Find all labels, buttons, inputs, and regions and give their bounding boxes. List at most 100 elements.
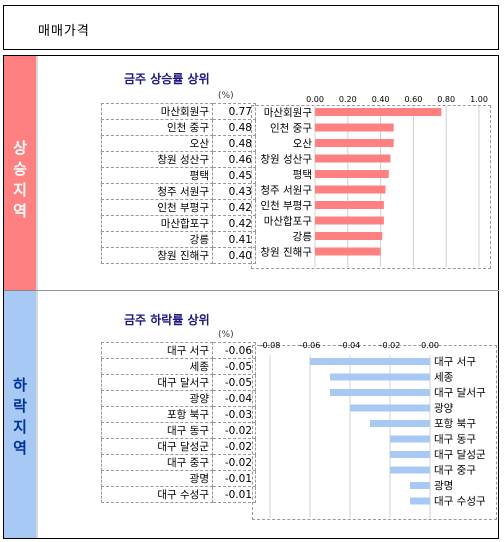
falling-label-char: 하 bbox=[13, 376, 27, 394]
rising-category-label: 마산합포구 bbox=[264, 216, 313, 228]
falling-section-title: 금주 하락률 상위 bbox=[124, 313, 210, 327]
falling-table-row: 대구 수성구 -0.01 bbox=[101, 486, 256, 503]
rising-chart-frame bbox=[251, 105, 491, 269]
falling-category-label: 대구 수성구 bbox=[434, 496, 486, 508]
rising-region-value: 0.42 bbox=[212, 215, 256, 232]
falling-bar bbox=[390, 435, 430, 443]
falling-chart-frame bbox=[252, 345, 497, 520]
rising-unit-label: (%) bbox=[218, 91, 234, 101]
rising-table-row: 청주 서원구 0.43 bbox=[101, 183, 256, 200]
falling-tick-label: -0.04 bbox=[340, 341, 361, 350]
rising-bar bbox=[315, 108, 442, 116]
rising-table-row: 마산합포구 0.42 bbox=[101, 215, 256, 232]
rising-section-title: 금주 상승률 상위 bbox=[124, 72, 210, 86]
rising-region-label: 상 승 지 역 bbox=[4, 138, 36, 222]
rising-region-value: 0.45 bbox=[212, 167, 256, 184]
rising-category-label: 오산 bbox=[293, 138, 313, 150]
falling-region-value: -0.02 bbox=[212, 454, 256, 471]
rising-region-name: 창원 성산구 bbox=[101, 151, 213, 168]
rising-bar bbox=[315, 216, 384, 225]
rising-category-label: 평택 bbox=[293, 169, 312, 181]
rising-category-label: 창원 진해구 bbox=[260, 246, 312, 259]
falling-category-label: 광양 bbox=[434, 403, 454, 415]
page-title: 매매가격 bbox=[38, 24, 90, 39]
rising-bar bbox=[315, 154, 391, 163]
rising-region-name: 청주 서원구 bbox=[101, 183, 213, 200]
rising-tick-label: 1.00 bbox=[470, 95, 488, 104]
falling-unit-label: (%) bbox=[218, 330, 234, 340]
falling-bar bbox=[390, 466, 430, 474]
rising-region-name: 마산합포구 bbox=[101, 215, 213, 232]
falling-bar bbox=[330, 373, 430, 381]
rising-region-name: 오산 bbox=[101, 135, 213, 152]
rising-bar bbox=[315, 139, 394, 147]
falling-table-row: 대구 동구 -0.02 bbox=[101, 422, 256, 439]
rising-table-row: 창원 진해구 0.40 bbox=[101, 247, 256, 264]
falling-region-value: -0.05 bbox=[212, 358, 256, 375]
falling-table-row: 대구 달성군 -0.02 bbox=[101, 438, 256, 455]
rising-tick-label: 0.40 bbox=[372, 95, 390, 104]
falling-category-label: 대구 달성군 bbox=[434, 449, 486, 461]
rising-table-row: 창원 성산구 0.46 bbox=[101, 151, 256, 168]
rising-tick-label: 0.00 bbox=[306, 95, 324, 104]
rising-region-name: 평택 bbox=[101, 167, 213, 184]
falling-region-name: 대구 달성군 bbox=[101, 438, 213, 455]
falling-region-name: 대구 달서구 bbox=[101, 374, 213, 391]
rising-category-label: 마산회원구 bbox=[264, 107, 313, 119]
falling-label-char: 락 bbox=[13, 397, 27, 415]
rising-region-value: 0.77 bbox=[212, 103, 256, 120]
rising-label-char: 승 bbox=[13, 160, 27, 178]
falling-tick-label: 0.00 bbox=[421, 341, 439, 350]
rising-table-row: 인천 중구 0.48 bbox=[101, 119, 256, 136]
falling-region-value: -0.06 bbox=[212, 342, 256, 359]
rising-category-label: 청주 서원구 bbox=[260, 185, 312, 197]
falling-table-row: 대구 달서구 -0.05 bbox=[101, 374, 256, 391]
rising-bar bbox=[315, 123, 394, 132]
falling-bar bbox=[390, 451, 430, 458]
header-box: 매매가격 bbox=[3, 5, 499, 50]
falling-bar bbox=[410, 482, 430, 489]
falling-region-value: -0.02 bbox=[212, 422, 256, 439]
falling-bar bbox=[310, 358, 430, 365]
falling-region-name: 세종 bbox=[101, 358, 213, 375]
rising-table-row: 마산회원구 0.77 bbox=[101, 103, 256, 120]
rising-region-value: 0.40 bbox=[212, 247, 256, 264]
section-divider-horizontal bbox=[36, 290, 499, 291]
falling-table-row: 대구 중구 -0.02 bbox=[101, 454, 256, 471]
rising-region-name: 강릉 bbox=[101, 231, 213, 248]
falling-region-value: -0.03 bbox=[212, 406, 256, 423]
falling-category-label: 광명 bbox=[434, 480, 453, 492]
rising-region-value: 0.48 bbox=[212, 135, 256, 152]
falling-region-value: -0.02 bbox=[212, 438, 256, 455]
falling-region-name: 광명 bbox=[101, 470, 213, 487]
rising-bar bbox=[315, 247, 381, 256]
falling-region-label: 하 락 지 역 bbox=[4, 375, 36, 459]
rising-bar bbox=[315, 185, 386, 194]
rising-category-label: 인천 부평구 bbox=[260, 200, 312, 212]
falling-region-name: 대구 동구 bbox=[101, 422, 213, 439]
rising-label-char: 역 bbox=[13, 202, 27, 220]
falling-category-label: 세종 bbox=[434, 372, 454, 384]
falling-region-value: -0.04 bbox=[212, 390, 256, 407]
rising-table-row: 평택 0.45 bbox=[101, 167, 256, 184]
falling-table-row: 세종 -0.05 bbox=[101, 358, 256, 375]
falling-tick-label: -0.08 bbox=[260, 341, 281, 350]
falling-category-label: 대구 동구 bbox=[434, 434, 476, 446]
rising-region-sidebar: 상 승 지 역 bbox=[4, 56, 36, 291]
rising-table-row: 오산 0.48 bbox=[101, 135, 256, 152]
rising-region-value: 0.42 bbox=[212, 199, 256, 216]
rising-tick-label: 0.60 bbox=[404, 95, 422, 104]
falling-region-name: 대구 중구 bbox=[101, 454, 213, 471]
falling-bar bbox=[350, 404, 430, 412]
falling-region-sidebar: 하 락 지 역 bbox=[4, 291, 36, 538]
falling-bar bbox=[370, 420, 430, 427]
falling-region-name: 대구 수성구 bbox=[101, 486, 213, 503]
falling-tick-label: -0.02 bbox=[380, 341, 401, 350]
falling-region-name: 포항 북구 bbox=[101, 406, 213, 423]
rising-table-row: 인천 부평구 0.42 bbox=[101, 199, 256, 216]
falling-region-value: -0.01 bbox=[212, 470, 256, 487]
rising-rank-table: 마산회원구 0.77 인천 중구 0.48 오산 0.48 창원 성산구 0.46 평택 0.45… bbox=[101, 103, 256, 264]
rising-tick-label: 0.80 bbox=[437, 95, 455, 104]
